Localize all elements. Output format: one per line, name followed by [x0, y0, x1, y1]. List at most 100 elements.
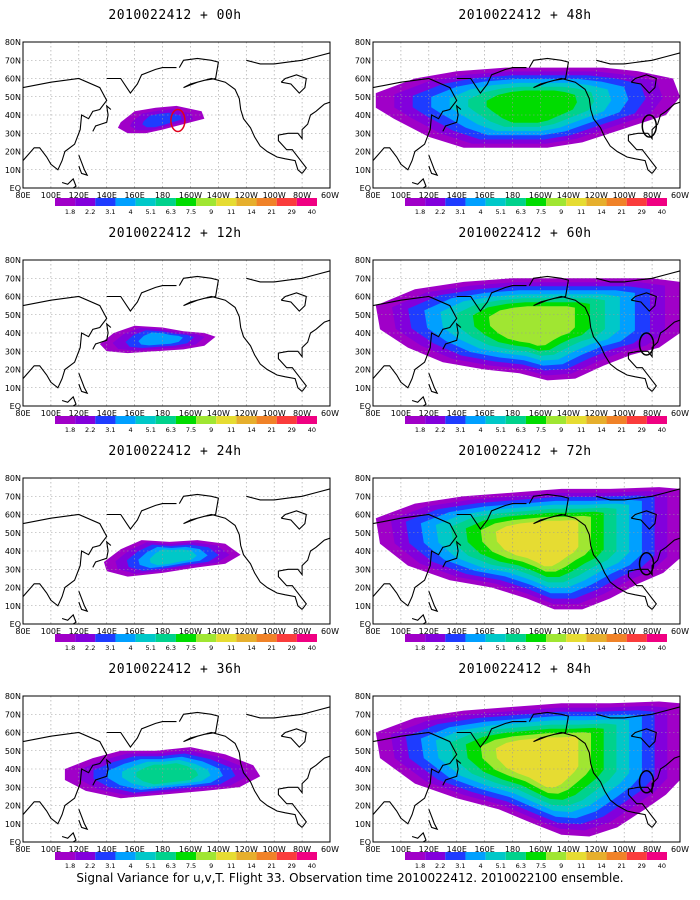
colorbar-swatch [55, 634, 76, 642]
colorbar-label: 3.1 [455, 208, 465, 216]
colorbar-swatch [626, 198, 647, 206]
colorbar-swatch [296, 852, 317, 860]
map-frame [22, 695, 331, 843]
lon-tick-label: 80E [15, 409, 30, 418]
colorbar-swatch [155, 634, 176, 642]
lat-tick-label: 40N [355, 765, 371, 774]
lon-tick-label: 100E [41, 627, 61, 636]
colorbar-label: 11 [227, 208, 235, 216]
map-panel: 2010022412 + 24h EQ 10N 20N 30N 40N 50N 60N 70N 8… [0, 436, 350, 654]
colorbar-swatch [505, 416, 526, 424]
map-panel: 2010022412 + 48h EQ 10N 20N 30N 40N 50N 60N 70N 8… [350, 0, 700, 218]
variance-band [486, 90, 577, 123]
colorbar-swatch [196, 852, 217, 860]
colorbar-label: 21 [617, 426, 625, 434]
map-panel: 2010022412 + 12h EQ 10N 20N 30N 40N 50N 60N 70N 8… [0, 218, 350, 436]
map-frame [22, 259, 331, 407]
colorbar-swatch [525, 198, 547, 206]
panel-title: 2010022412 + 12h [108, 226, 242, 241]
colorbar-swatch [216, 634, 237, 642]
colorbar-label: 5.1 [146, 862, 156, 870]
lat-tick-label: EQ [10, 620, 21, 629]
colorbar-swatch [135, 416, 156, 424]
colorbar-swatch [55, 852, 76, 860]
colorbar-label: 7.5 [186, 862, 196, 870]
colorbar-swatch [175, 416, 197, 424]
lon-tick-label: 180 [155, 191, 170, 200]
colorbar-label: 7.5 [536, 426, 546, 434]
colorbar-label: 1.8 [415, 862, 425, 870]
lon-tick-label: 160E [124, 845, 144, 854]
lon-tick-label: 180 [505, 627, 520, 636]
colorbar-label: 7.5 [536, 862, 546, 870]
lat-tick-label: 40N [5, 547, 21, 556]
colorbar-swatch [566, 634, 587, 642]
colorbar-swatch [465, 416, 486, 424]
lon-tick-label: 120W [585, 191, 608, 200]
lat-tick-label: 10N [5, 820, 21, 829]
variance-band [149, 549, 197, 566]
colorbar-swatch [236, 198, 257, 206]
lon-tick-label: 180 [155, 845, 170, 854]
lat-tick-label: 20N [5, 148, 21, 157]
colorbar-label: 2.2 [85, 862, 95, 870]
colorbar-label: 9 [209, 644, 213, 652]
map-frame [372, 259, 681, 407]
colorbar-label: 5.1 [496, 426, 506, 434]
observation-marker [641, 114, 658, 138]
colorbar-label: 21 [267, 644, 275, 652]
colorbar-swatch [566, 852, 587, 860]
colorbar-swatch [276, 634, 297, 642]
colorbar-swatch [75, 634, 96, 642]
lon-tick-label: 160E [474, 845, 494, 854]
colorbar-swatch [55, 416, 76, 424]
lon-tick-label: 180 [155, 409, 170, 418]
lat-tick-label: 70N [355, 492, 371, 501]
lat-tick-label: 30N [355, 129, 371, 138]
colorbar-label: 29 [288, 644, 296, 652]
map-plot: EQ 10N 20N 30N 40N 50N 60N 70N 80N 80E 100E 120E 140… [5, 474, 339, 652]
colorbar-swatch [115, 634, 136, 642]
panel-title: 2010022412 + 48h [458, 8, 592, 23]
colorbar-label: 5.1 [496, 208, 506, 216]
lon-tick-label: 160W [529, 409, 552, 418]
colorbar-label: 2.2 [435, 208, 445, 216]
lon-tick-label: 160W [179, 845, 202, 854]
colorbar-label: 4 [128, 862, 132, 870]
lon-tick-label: 160W [529, 191, 552, 200]
lon-tick-label: 140E [97, 845, 117, 854]
colorbar-label: 40 [308, 862, 316, 870]
colorbar-swatch [606, 416, 627, 424]
colorbar-label: 40 [658, 644, 666, 652]
colorbar-label: 5.1 [146, 426, 156, 434]
lon-tick-label: 100W [613, 191, 636, 200]
colorbar: 1.8 2.2 3.1 4 5.1 6.3 7.5 9 11 14 21 29 40 [405, 634, 667, 652]
colorbar-label: 14 [247, 644, 255, 652]
lat-tick-label: EQ [360, 402, 371, 411]
colorbar-swatch [236, 416, 257, 424]
colorbar-label: 29 [638, 208, 646, 216]
colorbar-label: 4 [128, 426, 132, 434]
colorbar-swatch [566, 198, 587, 206]
lon-tick-label: 100E [391, 191, 411, 200]
lat-tick-label: 40N [355, 547, 371, 556]
lat-tick-label: 30N [355, 565, 371, 574]
colorbar-label: 3.1 [455, 862, 465, 870]
coastlines [23, 706, 330, 842]
colorbar-swatch [236, 852, 257, 860]
lat-tick-label: 70N [5, 274, 21, 283]
lon-tick-label: 80E [15, 845, 30, 854]
colorbar-swatch [445, 198, 466, 206]
colorbar-swatch [75, 198, 96, 206]
map-panel: 2010022412 + 60h EQ 10N 20N 30N 40N 50N 60N 70N 8… [350, 218, 700, 436]
map-gridlines [23, 478, 330, 624]
lon-tick-label: 60W [671, 409, 689, 418]
lat-tick-label: 50N [5, 747, 21, 756]
lon-tick-label: 120E [69, 409, 89, 418]
colorbar-swatch [546, 852, 567, 860]
colorbar-swatch [425, 634, 446, 642]
colorbar-label: 7.5 [536, 644, 546, 652]
lon-tick-label: 120W [585, 627, 608, 636]
colorbar-label: 40 [308, 426, 316, 434]
colorbar-label: 14 [247, 208, 255, 216]
